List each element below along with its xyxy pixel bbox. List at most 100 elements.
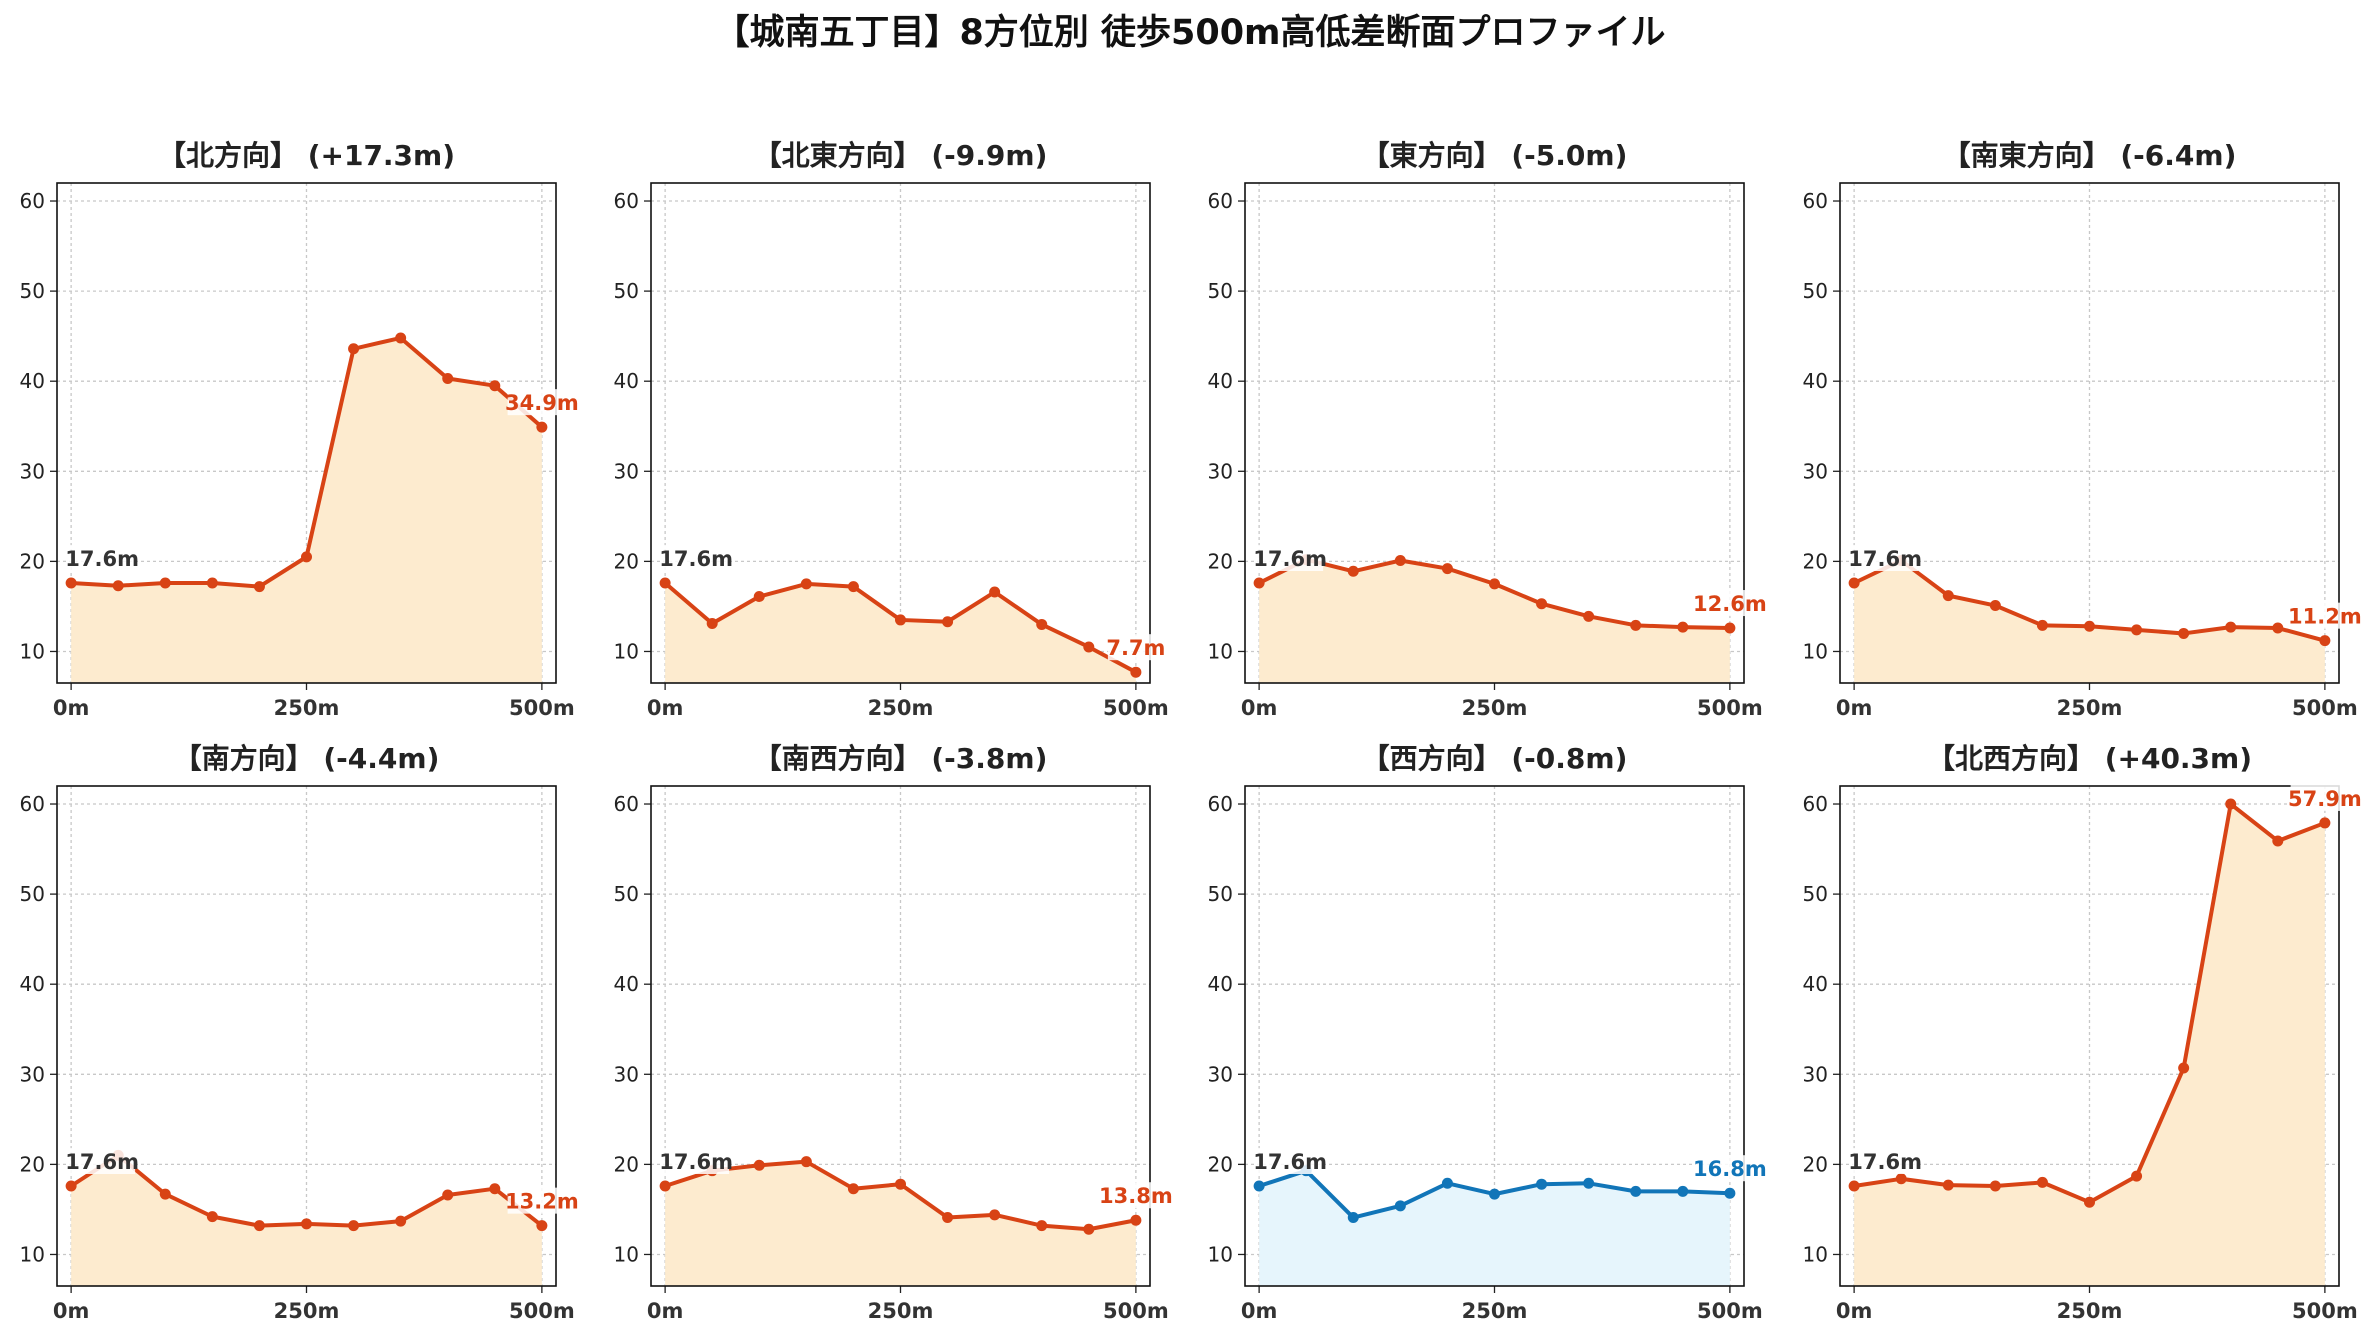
chart-panel-2: 【東方向】 (-5.0m) 10 20 30 40 50 60 0m 250m 500m 17.6m… [1208,139,1767,720]
data-point [1441,563,1453,575]
x-tick-label: 0m [647,1299,684,1323]
data-point [1536,1178,1548,1190]
start-elevation-label: 17.6m [1848,1150,1922,1174]
data-point [395,332,407,344]
data-point [65,1180,77,1192]
data-point [942,616,954,628]
y-tick-label: 10 [20,639,45,663]
x-tick-label: 0m [1241,696,1278,720]
data-point [1724,1187,1736,1199]
data-point [159,577,171,589]
y-tick-label: 50 [1803,882,1828,906]
elevation-area [1259,559,1730,683]
axes-frame [1839,785,2340,1287]
data-point [1989,600,2001,612]
x-tick-label: 250m [274,1299,340,1323]
data-point [1677,1185,1689,1197]
data-point [442,372,454,384]
y-tick-label: 20 [1208,1152,1233,1176]
data-point [895,614,906,626]
data-point [2131,624,2143,636]
elevation-area [1854,804,2325,1286]
axes-frame [650,785,1151,1287]
data-point [800,1156,812,1168]
y-tick-label: 30 [1208,1062,1233,1086]
panel-title: 【東方向】 (-5.0m) [1362,139,1628,172]
y-tick-label: 30 [1803,1062,1828,1086]
data-point [1441,1177,1453,1189]
data-point [1253,1180,1265,1192]
start-label-bg [1852,545,1919,571]
figure-title: 【城南五丁目】8方位別 徒歩500m高低差断面プロファイル [714,13,1665,53]
data-point [395,1215,407,1227]
chart-panel-6: 【西方向】 (-0.8m) 10 20 30 40 50 60 0m 250m 500m 17.6m… [1208,742,1767,1323]
data-point [301,1218,312,1230]
data-point [1489,578,1500,590]
x-tick-label: 0m [1836,696,1873,720]
data-point [112,580,124,592]
data-point [2178,1062,2190,1074]
data-point [753,591,765,603]
y-tick-label: 40 [1208,972,1233,996]
data-point [1036,618,1048,630]
data-point [1536,598,1548,610]
data-point [442,1189,454,1201]
data-point [206,1211,218,1223]
end-label-bg [1107,634,1164,661]
data-point [1989,1180,2001,1192]
x-tick-label: 250m [868,696,934,720]
data-point [2319,635,2331,647]
x-tick-label: 500m [1697,1299,1763,1323]
axes-frame [1244,785,1745,1287]
y-tick-label: 60 [1208,792,1233,816]
y-tick-label: 30 [1208,459,1233,483]
data-point [2272,835,2284,847]
y-tick-label: 20 [614,1152,639,1176]
elevation-area [1854,560,2325,683]
y-tick-label: 40 [1803,369,1828,393]
y-tick-label: 50 [614,882,639,906]
data-point [895,1178,906,1190]
y-tick-label: 30 [614,459,639,483]
data-point [1942,590,1954,602]
y-tick-label: 60 [614,792,639,816]
end-label-bg [1695,1155,1765,1182]
data-point [253,581,265,593]
data-point [1630,619,1642,631]
y-tick-label: 40 [20,369,45,393]
end-elevation-label: 13.8m [1099,1184,1173,1208]
data-point [989,586,1001,598]
data-point [2178,627,2190,639]
end-elevation-label: 12.6m [1693,592,1767,616]
data-point [206,577,218,589]
y-tick-label: 30 [1803,459,1828,483]
data-point [1253,577,1265,589]
y-tick-label: 30 [20,1062,45,1086]
data-point [1347,1212,1359,1224]
y-tick-label: 10 [1208,639,1233,663]
x-tick-label: 500m [2292,1299,2358,1323]
y-tick-label: 50 [614,279,639,303]
end-elevation-label: 57.9m [2288,787,2362,811]
start-elevation-label: 17.6m [1848,547,1922,571]
axes-frame [56,182,557,684]
end-label-bg [507,389,577,416]
data-point [2225,621,2237,633]
y-tick-label: 30 [20,459,45,483]
data-point [536,1220,548,1232]
x-tick-label: 500m [509,1299,575,1323]
end-label-bg [2290,784,2360,811]
panel-title: 【南方向】 (-4.4m) [174,742,440,775]
data-point [1130,1214,1142,1226]
y-tick-label: 40 [614,972,639,996]
x-tick-label: 0m [53,696,90,720]
data-point [1036,1220,1048,1232]
y-tick-label: 40 [20,972,45,996]
chart-panel-3: 【南東方向】 (-6.4m) 10 20 30 40 50 60 0m 250m 500m 17.6… [1803,139,2362,720]
data-point [65,577,77,589]
data-point [1724,622,1736,634]
y-tick-label: 30 [614,1062,639,1086]
elevation-area [665,1161,1136,1286]
data-point [1394,1200,1406,1212]
